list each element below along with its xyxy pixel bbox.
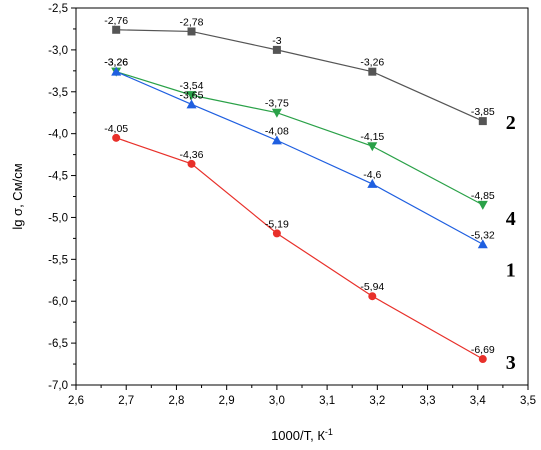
data-point-series-4	[477, 200, 488, 210]
series-label-2: 2	[506, 112, 516, 134]
data-label-series-2: -3	[272, 35, 281, 47]
plot-frame	[75, 7, 529, 386]
data-point-series-2	[478, 117, 487, 126]
y-tick-label: -3,5	[48, 87, 68, 99]
y-tick-label: -6,5	[48, 338, 68, 350]
data-label-series-4: -3,26	[104, 57, 128, 69]
data-label-series-3: -5,19	[265, 218, 289, 230]
data-point-series-4	[186, 91, 197, 101]
x-tick-label: 3,4	[470, 395, 487, 407]
x-tick-label: 3,1	[319, 395, 335, 407]
series-lines	[115, 29, 484, 360]
data-point-series-3	[112, 133, 121, 142]
data-label-series-1: -4,08	[265, 125, 289, 137]
x-tick-label: 2,9	[219, 395, 235, 407]
y-tick-label: -6,0	[48, 296, 68, 308]
series-markers	[111, 25, 488, 364]
series-label-3: 3	[506, 352, 516, 374]
series-line-1	[115, 71, 484, 245]
series-line-2	[116, 29, 484, 122]
data-point-series-3	[272, 229, 281, 238]
y-tick-label: -7,0	[48, 380, 68, 392]
data-point-series-3	[187, 159, 196, 168]
data-point-series-4	[271, 108, 282, 118]
data-label-series-3: -5,94	[360, 281, 384, 293]
x-tick-label: 2,8	[168, 395, 184, 407]
data-point-series-1	[271, 135, 282, 145]
y-tick-label: -4,5	[48, 171, 68, 183]
data-label-series-1: -4,6	[363, 169, 381, 181]
series-label-1: 1	[506, 259, 516, 281]
data-label-series-4: -3,54	[180, 80, 204, 92]
data-point-series-2	[272, 45, 281, 54]
data-label-series-2: -3,26	[360, 57, 384, 69]
axis-tick-labels: 2,6 2,7 2,8 2,9 3,0 3,1 3,2 3,3 3,4 3,5 -2,5 -3,0 -3…	[48, 3, 536, 407]
data-point-series-3	[368, 292, 377, 301]
axis-ticks	[71, 7, 529, 390]
data-point-series-2	[112, 25, 121, 34]
x-tick-label: 2,6	[68, 395, 84, 407]
data-point-series-4	[367, 142, 378, 152]
x-tick-label: 3,5	[520, 395, 536, 407]
data-label-series-1: -3,65	[180, 89, 204, 101]
data-point-series-2	[368, 67, 377, 76]
x-tick-label: 3,2	[369, 395, 385, 407]
data-labels: -2,76 -2,78 -3 -3,26 -3,85 -3,26 -3,54 -3,75 -4,…	[104, 15, 495, 356]
y-axis-title: lg σ, См/см	[10, 163, 25, 229]
series-line-4	[115, 71, 484, 206]
data-label-series-2: -2,76	[104, 15, 128, 27]
data-point-series-1	[111, 66, 122, 76]
data-point-series-1	[186, 99, 197, 109]
y-tick-label: -4,0	[48, 129, 68, 141]
data-label-series-1: -5,32	[471, 229, 495, 241]
data-label-series-4: -3,75	[265, 98, 289, 110]
y-tick-label: -2,5	[48, 3, 68, 15]
data-label-series-4: -4,85	[471, 190, 495, 202]
data-label-series-2: -3,85	[471, 106, 495, 118]
series-labels: 2 4 1 3	[506, 112, 516, 374]
data-label-series-3: -4,36	[180, 149, 204, 161]
y-tick-label: -5,5	[48, 254, 68, 266]
x-axis-title: 1000/T, К-1	[271, 427, 333, 443]
x-tick-label: 3,0	[269, 395, 285, 407]
data-label-series-3: -4,05	[104, 123, 128, 135]
data-point-series-1	[367, 178, 378, 188]
y-tick-label: -5,0	[48, 212, 68, 224]
data-label-series-2: -2,78	[180, 16, 204, 28]
data-label-series-4: -4,15	[360, 131, 384, 143]
series-label-4: 4	[506, 208, 516, 230]
data-point-series-2	[187, 27, 196, 36]
data-point-series-1	[477, 239, 488, 249]
data-point-series-3	[478, 355, 487, 364]
data-label-series-1: -3,26	[104, 57, 128, 69]
data-label-series-3: -6,69	[471, 344, 495, 356]
y-tick-label: -3,0	[48, 45, 68, 57]
series-line-3	[115, 137, 484, 360]
x-tick-label: 2,7	[118, 395, 134, 407]
x-tick-label: 3,3	[420, 395, 436, 407]
